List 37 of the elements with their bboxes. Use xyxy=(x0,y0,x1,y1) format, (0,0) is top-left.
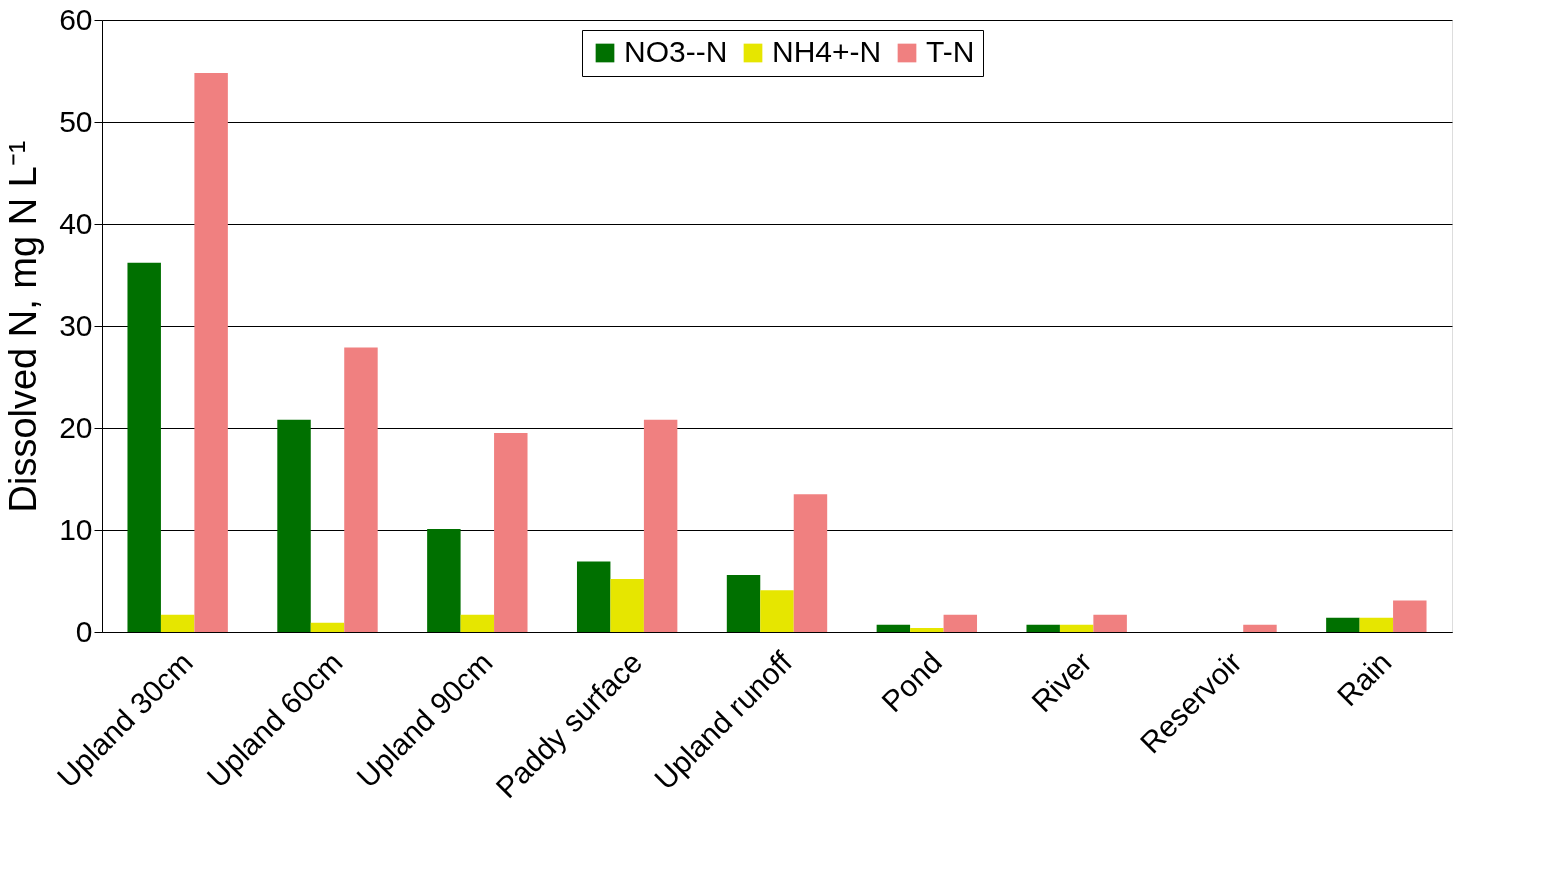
bar xyxy=(494,433,528,632)
bar xyxy=(1243,624,1277,632)
y-tick-label: 0 xyxy=(75,614,93,648)
legend-label: NH4+-N xyxy=(772,35,882,68)
y-tick-label: 40 xyxy=(59,206,93,240)
y-tick-label: 30 xyxy=(59,308,93,342)
bar xyxy=(160,614,195,632)
y-tick-label: 50 xyxy=(59,104,93,138)
bar xyxy=(793,494,828,632)
bar xyxy=(1093,614,1127,632)
bar xyxy=(1059,624,1094,632)
bar xyxy=(1326,617,1360,632)
bar xyxy=(344,347,378,632)
y-tick-label: 10 xyxy=(59,512,93,546)
legend-label: T-N xyxy=(926,35,975,68)
bar xyxy=(1026,624,1060,632)
bar xyxy=(277,419,311,632)
bar xyxy=(310,622,345,632)
legend-label: NO3--N xyxy=(624,35,728,68)
bar xyxy=(876,624,911,632)
bar xyxy=(1393,600,1427,632)
bar xyxy=(1359,617,1394,632)
bar xyxy=(910,627,944,632)
bar xyxy=(726,574,761,632)
bar xyxy=(643,419,678,632)
y-tick-label: 20 xyxy=(59,410,93,444)
y-axis-title: Dissolved N, mg N L⁻¹ xyxy=(2,140,45,513)
bar xyxy=(943,614,978,632)
bar xyxy=(610,578,644,632)
bar xyxy=(194,73,228,632)
bar xyxy=(460,614,495,632)
bar xyxy=(127,262,161,632)
bar xyxy=(760,590,794,632)
x-tick-label: Rain xyxy=(1330,645,1398,713)
bar xyxy=(427,528,461,632)
bar xyxy=(576,561,611,632)
y-tick-label: 60 xyxy=(59,2,93,36)
